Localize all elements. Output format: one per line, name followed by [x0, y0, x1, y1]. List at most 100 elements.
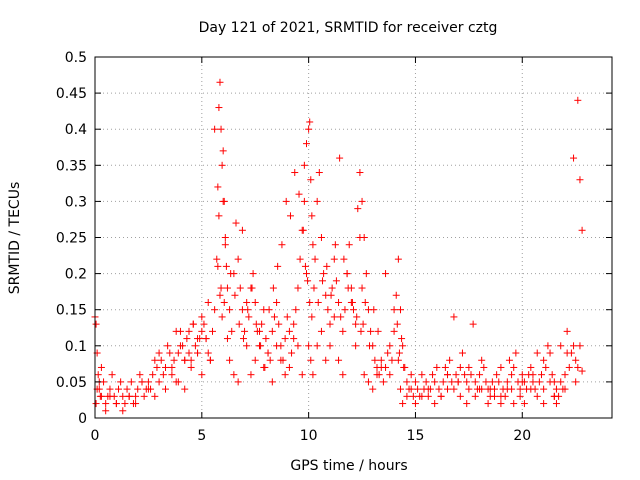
chart-title: Day 121 of 2021, SRMTID for receiver czt… [199, 20, 498, 36]
data-point [243, 298, 251, 306]
data-point [266, 356, 274, 364]
data-point [149, 371, 157, 379]
data-point [248, 284, 256, 292]
data-point [429, 371, 437, 379]
data-point [335, 356, 343, 364]
data-point [216, 291, 224, 299]
data-point [337, 313, 345, 321]
data-point [431, 400, 439, 408]
data-point [305, 342, 313, 350]
data-point [155, 349, 163, 357]
data-point [295, 190, 303, 198]
data-point [313, 197, 321, 205]
data-point [92, 320, 100, 328]
data-point [393, 320, 401, 328]
data-point [480, 363, 488, 371]
data-point [241, 327, 249, 335]
data-point [354, 205, 362, 213]
data-point [424, 392, 432, 400]
data-point [106, 392, 114, 400]
data-point [106, 385, 114, 393]
x-tick-label: 10 [300, 428, 318, 444]
data-point [476, 385, 484, 393]
data-point [394, 356, 402, 364]
data-point [486, 385, 494, 393]
data-point [181, 356, 189, 364]
data-point [304, 277, 312, 285]
data-point [369, 385, 377, 393]
data-point [339, 371, 347, 379]
data-point [418, 371, 426, 379]
data-point [166, 349, 174, 357]
data-point [187, 356, 195, 364]
data-point [386, 371, 394, 379]
data-point [433, 363, 441, 371]
data-point [309, 371, 317, 379]
data-point [290, 320, 298, 328]
data-point [565, 363, 573, 371]
data-point [439, 378, 447, 386]
data-point [153, 363, 161, 371]
data-point [552, 400, 560, 408]
axis-ticks [94, 56, 612, 419]
data-point [268, 378, 276, 386]
data-point [269, 284, 277, 292]
data-point [373, 371, 381, 379]
data-point [362, 270, 370, 278]
data-point [228, 327, 236, 335]
data-point [127, 378, 135, 386]
data-point [157, 356, 165, 364]
data-point [356, 234, 364, 241]
data-point [187, 363, 195, 371]
data-point [576, 176, 584, 184]
data-point [299, 226, 307, 234]
data-point [221, 241, 229, 249]
data-point [357, 327, 365, 335]
data-point [303, 270, 310, 278]
data-point [307, 356, 315, 364]
data-point [482, 378, 490, 386]
data-point [168, 363, 176, 371]
data-point [97, 392, 105, 400]
data-point [311, 255, 319, 263]
data-point [510, 363, 518, 371]
data-point [102, 407, 110, 415]
data-point [232, 219, 240, 227]
data-point [488, 378, 496, 386]
plot-frame [94, 56, 613, 419]
data-point [134, 385, 142, 393]
data-point [115, 385, 122, 393]
data-point [170, 356, 178, 364]
data-point [209, 327, 216, 335]
data-point [262, 335, 270, 343]
data-point [518, 378, 526, 386]
data-point [292, 306, 300, 314]
data-point [578, 226, 586, 234]
data-point [367, 327, 375, 335]
data-point [450, 385, 458, 393]
data-point [319, 277, 327, 285]
data-point [409, 392, 417, 400]
data-point [469, 320, 477, 328]
data-point [544, 342, 552, 350]
data-point [407, 385, 415, 393]
data-point [465, 363, 473, 371]
data-point [384, 349, 392, 357]
data-point [234, 255, 242, 263]
data-point [310, 284, 318, 292]
data-point [176, 342, 184, 350]
data-point [403, 378, 411, 386]
data-point [151, 356, 159, 364]
data-point [94, 371, 102, 379]
data-point [155, 378, 163, 386]
data-point [125, 392, 133, 400]
data-point [136, 371, 144, 379]
data-point [283, 313, 291, 321]
data-point [563, 349, 571, 357]
y-tick-label: 0.15 [56, 303, 87, 319]
data-point [527, 363, 535, 371]
data-point [174, 378, 182, 386]
data-point [359, 320, 367, 328]
data-point [132, 400, 140, 408]
data-point [189, 320, 197, 328]
